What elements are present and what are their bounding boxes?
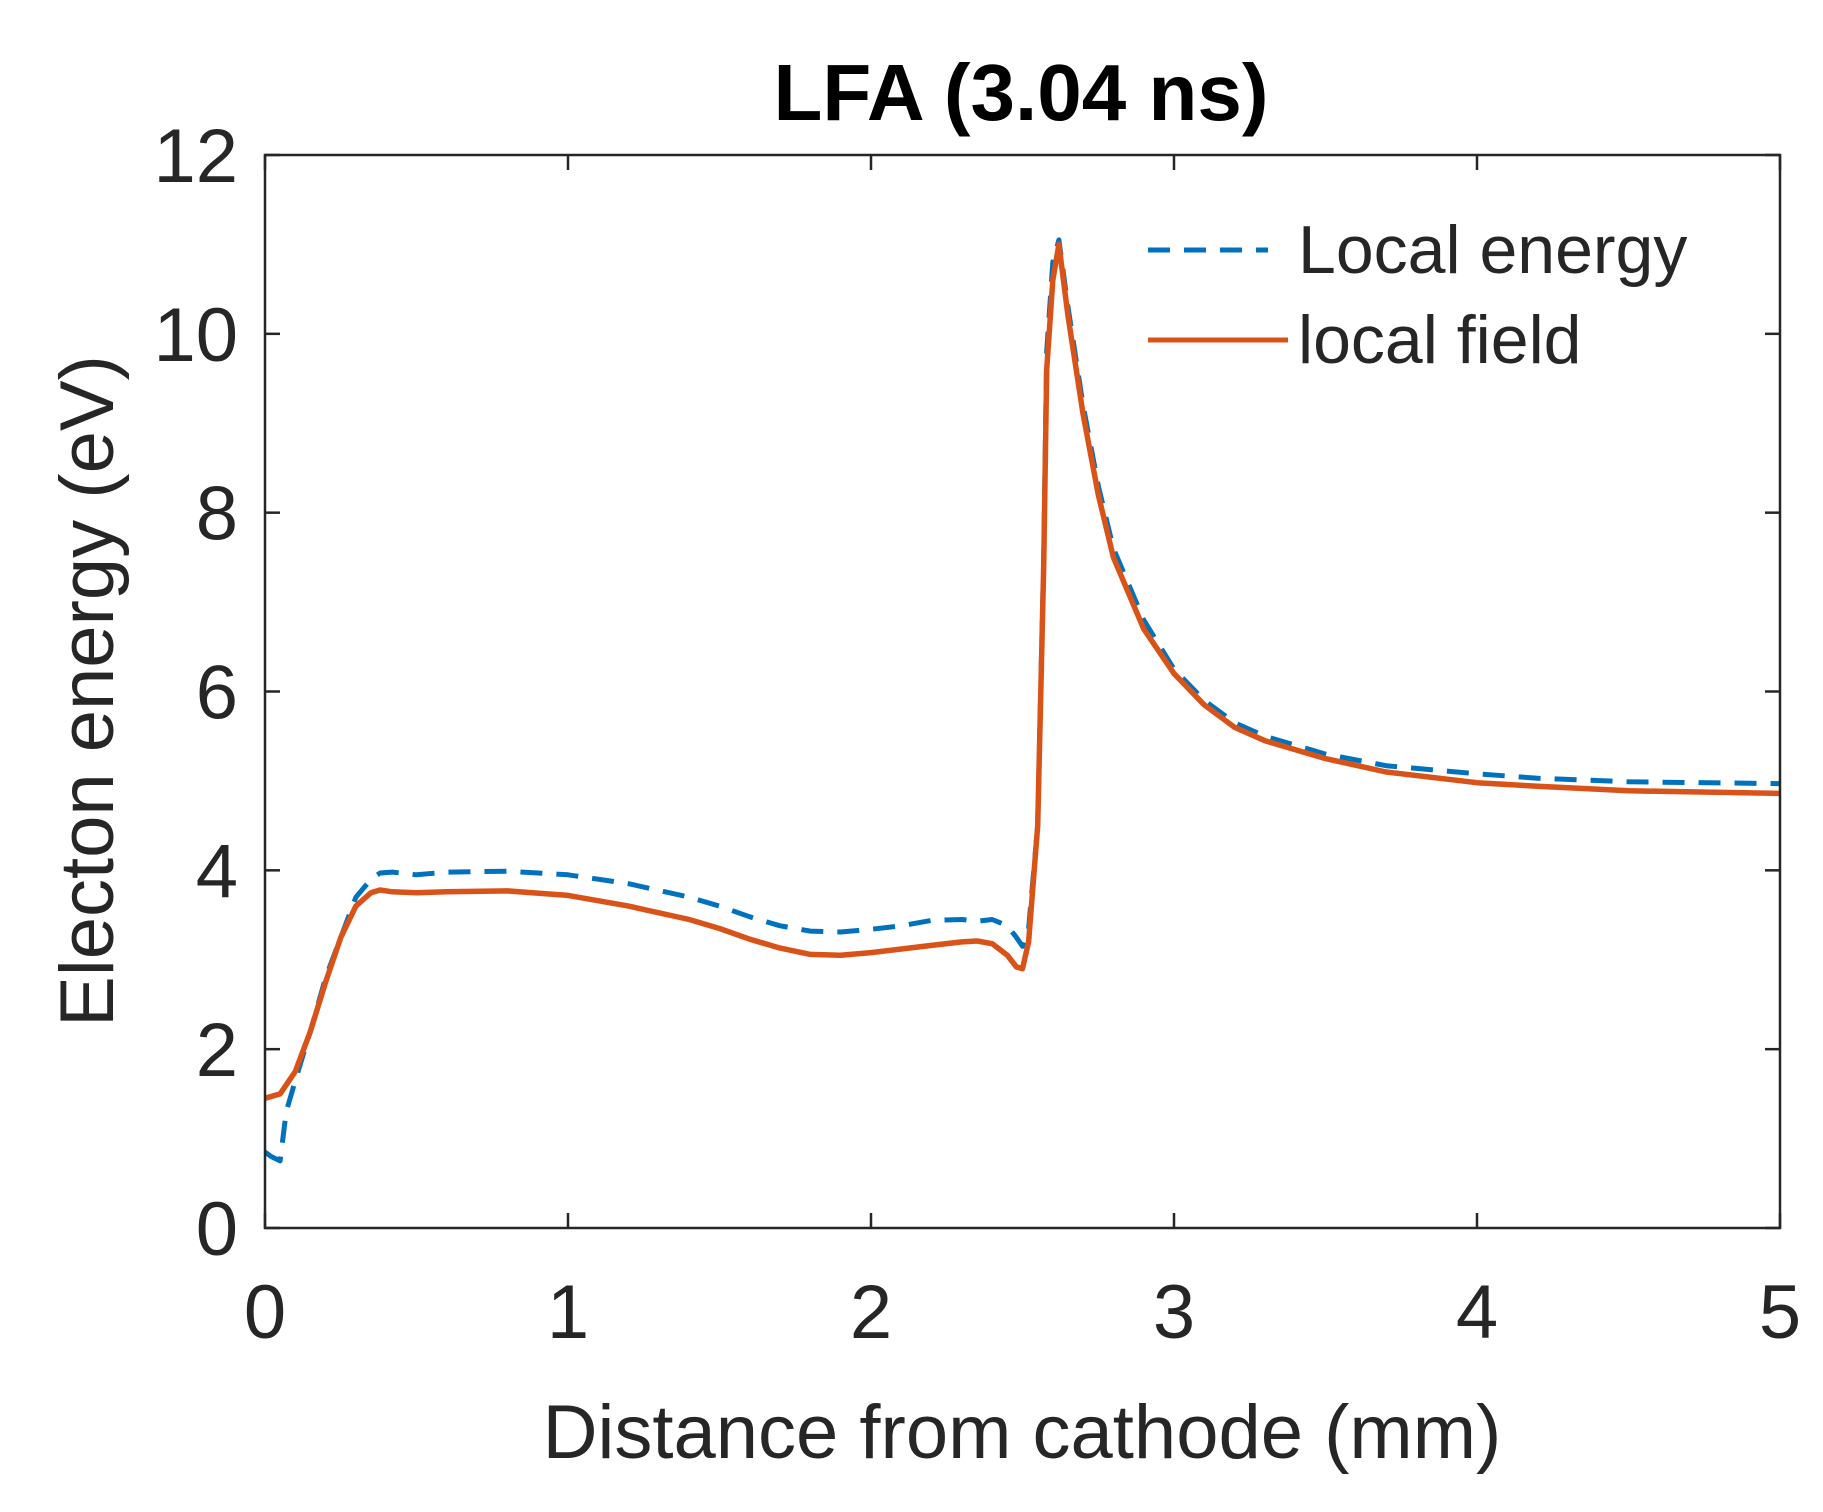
legend: Local energy local field (1148, 212, 1687, 378)
series-lines (263, 237, 1781, 1164)
x-axis-label: Distance from cathode (mm) (543, 1390, 1502, 1475)
y-tick-label: 0 (196, 1187, 238, 1272)
y-axis-ticks: 0 2 4 6 8 10 12 (153, 114, 1780, 1272)
y-tick-label: 2 (196, 1008, 238, 1093)
x-tick-label: 3 (1153, 1270, 1195, 1355)
y-tick-label: 4 (196, 829, 238, 914)
x-tick-label: 4 (1456, 1270, 1498, 1355)
series-line-local-field (264, 241, 1781, 1101)
y-axis-label: Electon energy (eV) (45, 355, 130, 1027)
legend-label-local-energy: Local energy (1298, 212, 1687, 288)
y-tick-label: 8 (196, 472, 238, 557)
x-tick-label: 0 (244, 1270, 286, 1355)
x-axis-ticks: 0 1 2 3 4 5 (244, 155, 1801, 1355)
y-tick-label: 10 (153, 293, 238, 378)
y-tick-label: 12 (153, 114, 238, 199)
x-tick-label: 5 (1759, 1270, 1801, 1355)
y-tick-label: 6 (196, 651, 238, 736)
x-tick-label: 2 (850, 1270, 892, 1355)
legend-label-local-field: local field (1298, 302, 1582, 378)
chart-title: LFA (3.04 ns) (774, 48, 1269, 137)
x-tick-label: 1 (547, 1270, 589, 1355)
series-line-local-energy (263, 237, 1781, 1164)
